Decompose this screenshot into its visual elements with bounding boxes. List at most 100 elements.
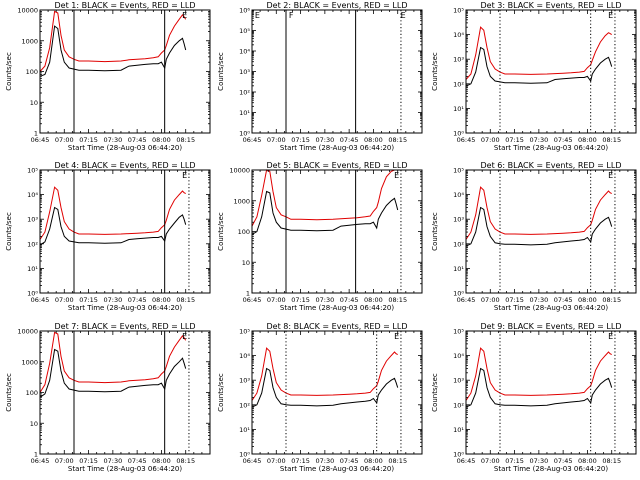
- x-tick-label: 07:45: [128, 457, 147, 465]
- x-tick-label: 07:30: [103, 296, 122, 304]
- x-tick-label: 07:45: [554, 136, 573, 144]
- y-tick-label: 10⁰: [27, 290, 38, 298]
- plot-marker-label: E: [608, 332, 613, 341]
- y-tick-label: 10²: [239, 401, 250, 409]
- x-tick-label: 07:45: [128, 136, 147, 144]
- events-series-line: [39, 206, 187, 246]
- plot-frame: [251, 9, 423, 134]
- plot-marker-label: E: [608, 11, 613, 20]
- y-tick-label: 10³: [239, 68, 250, 76]
- x-tick-label: 07:30: [315, 136, 334, 144]
- x-tick-label: 07:15: [505, 457, 524, 465]
- lld-series-line: [465, 186, 612, 240]
- y-tick-label: 10⁴: [453, 191, 464, 199]
- y-tick-label: 10⁵: [453, 167, 464, 175]
- plot-marker-label: E: [401, 11, 406, 20]
- x-tick-label: 06:45: [457, 296, 476, 304]
- x-tick-label: 08:15: [602, 136, 621, 144]
- x-tick-label: 08:00: [152, 457, 171, 465]
- x-tick-label: 07:00: [481, 296, 500, 304]
- events-series-line: [251, 190, 399, 235]
- plot-title: Det 6: BLACK = Events, RED = LLD: [481, 161, 622, 170]
- x-tick-label: 06:45: [31, 136, 50, 144]
- lld-series-line: [39, 331, 187, 393]
- x-tick-label: 08:15: [176, 457, 195, 465]
- x-tick-label: 06:45: [31, 457, 50, 465]
- plot-marker-label: E: [182, 11, 187, 20]
- plot-marker-label: E: [182, 332, 187, 341]
- plot-frame: [39, 330, 211, 455]
- y-tick-label: 10¹: [27, 265, 38, 273]
- x-tick-label: 07:00: [55, 457, 74, 465]
- plot-title: Det 9: BLACK = Events, RED = LLD: [481, 322, 622, 331]
- plot-title: Det 7: BLACK = Events, RED = LLD: [55, 322, 196, 331]
- x-tick-label: 07:15: [79, 136, 98, 144]
- y-tick-label: 10³: [239, 377, 250, 385]
- y-tick-label: 10: [242, 259, 250, 267]
- x-tick-label: 07:00: [55, 296, 74, 304]
- x-tick-label: 07:00: [481, 136, 500, 144]
- x-tick-label: 08:15: [388, 457, 407, 465]
- y-tick-label: 10⁰: [239, 130, 250, 138]
- y-axis-label: Counts/sec: [431, 373, 439, 412]
- y-tick-label: 10²: [453, 401, 464, 409]
- x-tick-label: 06:45: [243, 296, 262, 304]
- y-tick-label: 10¹: [239, 426, 250, 434]
- y-tick-label: 10⁴: [239, 48, 250, 56]
- x-tick-label: 08:00: [578, 296, 597, 304]
- plot-frame: [251, 330, 423, 455]
- x-tick-label: 08:00: [152, 296, 171, 304]
- plot-frame: [465, 169, 637, 294]
- y-tick-label: 1000: [21, 37, 38, 45]
- x-tick-label: 07:15: [291, 136, 310, 144]
- y-tick-label: 10⁵: [239, 27, 250, 35]
- y-tick-label: 10⁰: [239, 451, 250, 459]
- x-tick-label: 07:45: [554, 296, 573, 304]
- y-tick-label: 10⁴: [27, 191, 38, 199]
- plot-marker-label: F: [289, 11, 294, 20]
- x-tick-label: 07:15: [291, 457, 310, 465]
- lld-series-line: [251, 347, 398, 401]
- y-tick-label: 10⁵: [453, 7, 464, 15]
- y-tick-label: 10000: [229, 167, 250, 175]
- x-tick-label: 08:15: [602, 296, 621, 304]
- x-tick-label: 07:30: [529, 296, 548, 304]
- x-axis-label: Start Time (28-Aug-03 06:44:20): [494, 465, 608, 473]
- y-tick-label: 10⁶: [239, 7, 250, 15]
- y-tick-label: 10²: [27, 240, 38, 248]
- y-tick-label: 10⁴: [453, 31, 464, 39]
- plot-marker-label: E: [394, 332, 399, 341]
- y-axis-label: Counts/sec: [217, 212, 225, 251]
- x-tick-label: 08:15: [602, 457, 621, 465]
- x-tick-label: 07:00: [267, 296, 286, 304]
- plot-title: Det 8: BLACK = Events, RED = LLD: [267, 322, 408, 331]
- x-tick-label: 08:15: [176, 296, 195, 304]
- plot-marker-label: E: [255, 11, 260, 20]
- y-axis-label: Counts/sec: [217, 52, 225, 91]
- plot-title: Det 2: BLACK = Events, RED = LLD: [267, 1, 408, 10]
- x-tick-label: 07:00: [267, 457, 286, 465]
- x-axis-label: Start Time (28-Aug-03 06:44:20): [494, 304, 608, 312]
- y-tick-label: 10⁰: [453, 130, 464, 138]
- plot-frame: [465, 9, 637, 134]
- events-series-line: [465, 206, 613, 247]
- events-series-line: [465, 367, 613, 408]
- x-tick-label: 07:30: [529, 136, 548, 144]
- y-tick-label: 1: [34, 130, 38, 138]
- y-tick-label: 10³: [27, 216, 38, 224]
- y-axis-label: Counts/sec: [5, 212, 13, 251]
- plot-title: Det 5: BLACK = Events, RED = LLD: [267, 161, 408, 170]
- plot-title: Det 3: BLACK = Events, RED = LLD: [481, 1, 622, 10]
- lld-series-line: [39, 186, 186, 240]
- y-axis-label: Counts/sec: [431, 52, 439, 91]
- y-tick-label: 10⁵: [239, 328, 250, 336]
- y-tick-label: 1000: [233, 197, 250, 205]
- x-tick-label: 07:45: [554, 457, 573, 465]
- x-axis-label: Start Time (28-Aug-03 06:44:20): [280, 304, 394, 312]
- y-tick-label: 10³: [453, 377, 464, 385]
- x-tick-label: 07:15: [505, 136, 524, 144]
